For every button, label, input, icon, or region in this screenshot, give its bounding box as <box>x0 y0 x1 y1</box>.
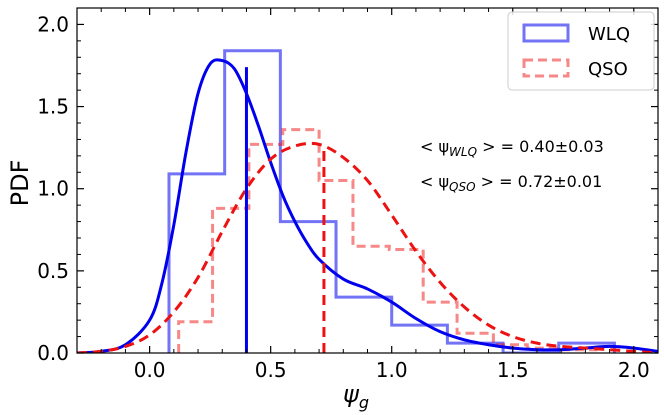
legend-swatch-qso <box>522 58 570 78</box>
histogram-qso <box>177 128 599 353</box>
legend-swatch-wlq <box>522 23 570 43</box>
x-axis-label-symbol: ψ <box>343 380 360 408</box>
legend-label-wlq: WLQ <box>588 24 630 45</box>
x-tick-label: 0.5 <box>255 358 287 382</box>
annotation-qso-mean: < ψQSO > = 0.72±0.01 <box>420 172 602 194</box>
histogram-wlq <box>167 49 616 353</box>
annotation-wlq-prefix: < ψ <box>420 137 449 156</box>
annotation-qso-sub: QSO <box>449 180 476 194</box>
y-tick-label: 1.0 <box>37 177 69 201</box>
plot-area <box>77 49 658 353</box>
legend: WLQ QSO <box>507 11 655 91</box>
x-tick-label: 2.0 <box>618 358 650 382</box>
annotation-qso-prefix: < ψ <box>420 172 449 191</box>
y-tick-label: 0.5 <box>37 259 69 283</box>
x-tick-label: 1.5 <box>497 358 529 382</box>
y-tick-label: 1.5 <box>37 95 69 119</box>
annotation-qso-suffix: > = 0.72±0.01 <box>476 172 603 191</box>
kde-curve-wlq <box>77 58 658 353</box>
legend-label-qso: QSO <box>588 59 628 80</box>
x-tick-label: 0.0 <box>134 358 166 382</box>
annotation-wlq-suffix: > = 0.40±0.03 <box>477 137 604 156</box>
x-axis-label-subscript: g <box>359 393 369 412</box>
annotation-wlq-sub: WLQ <box>449 145 477 159</box>
x-axis-label: ψg <box>343 380 369 412</box>
x-tick-label: 1.0 <box>376 358 408 382</box>
tick-labels: 0.0 0.5 1.0 1.5 2.0 0.0 0.5 1.0 1.5 2.0 <box>37 12 650 382</box>
y-axis-label: PDF <box>6 160 34 207</box>
legend-box <box>507 11 655 91</box>
annotation-wlq-mean: < ψWLQ > = 0.40±0.03 <box>420 137 604 159</box>
kde-curve-qso <box>77 141 658 353</box>
y-tick-label: 2.0 <box>37 12 69 36</box>
y-tick-label: 0.0 <box>37 341 69 365</box>
